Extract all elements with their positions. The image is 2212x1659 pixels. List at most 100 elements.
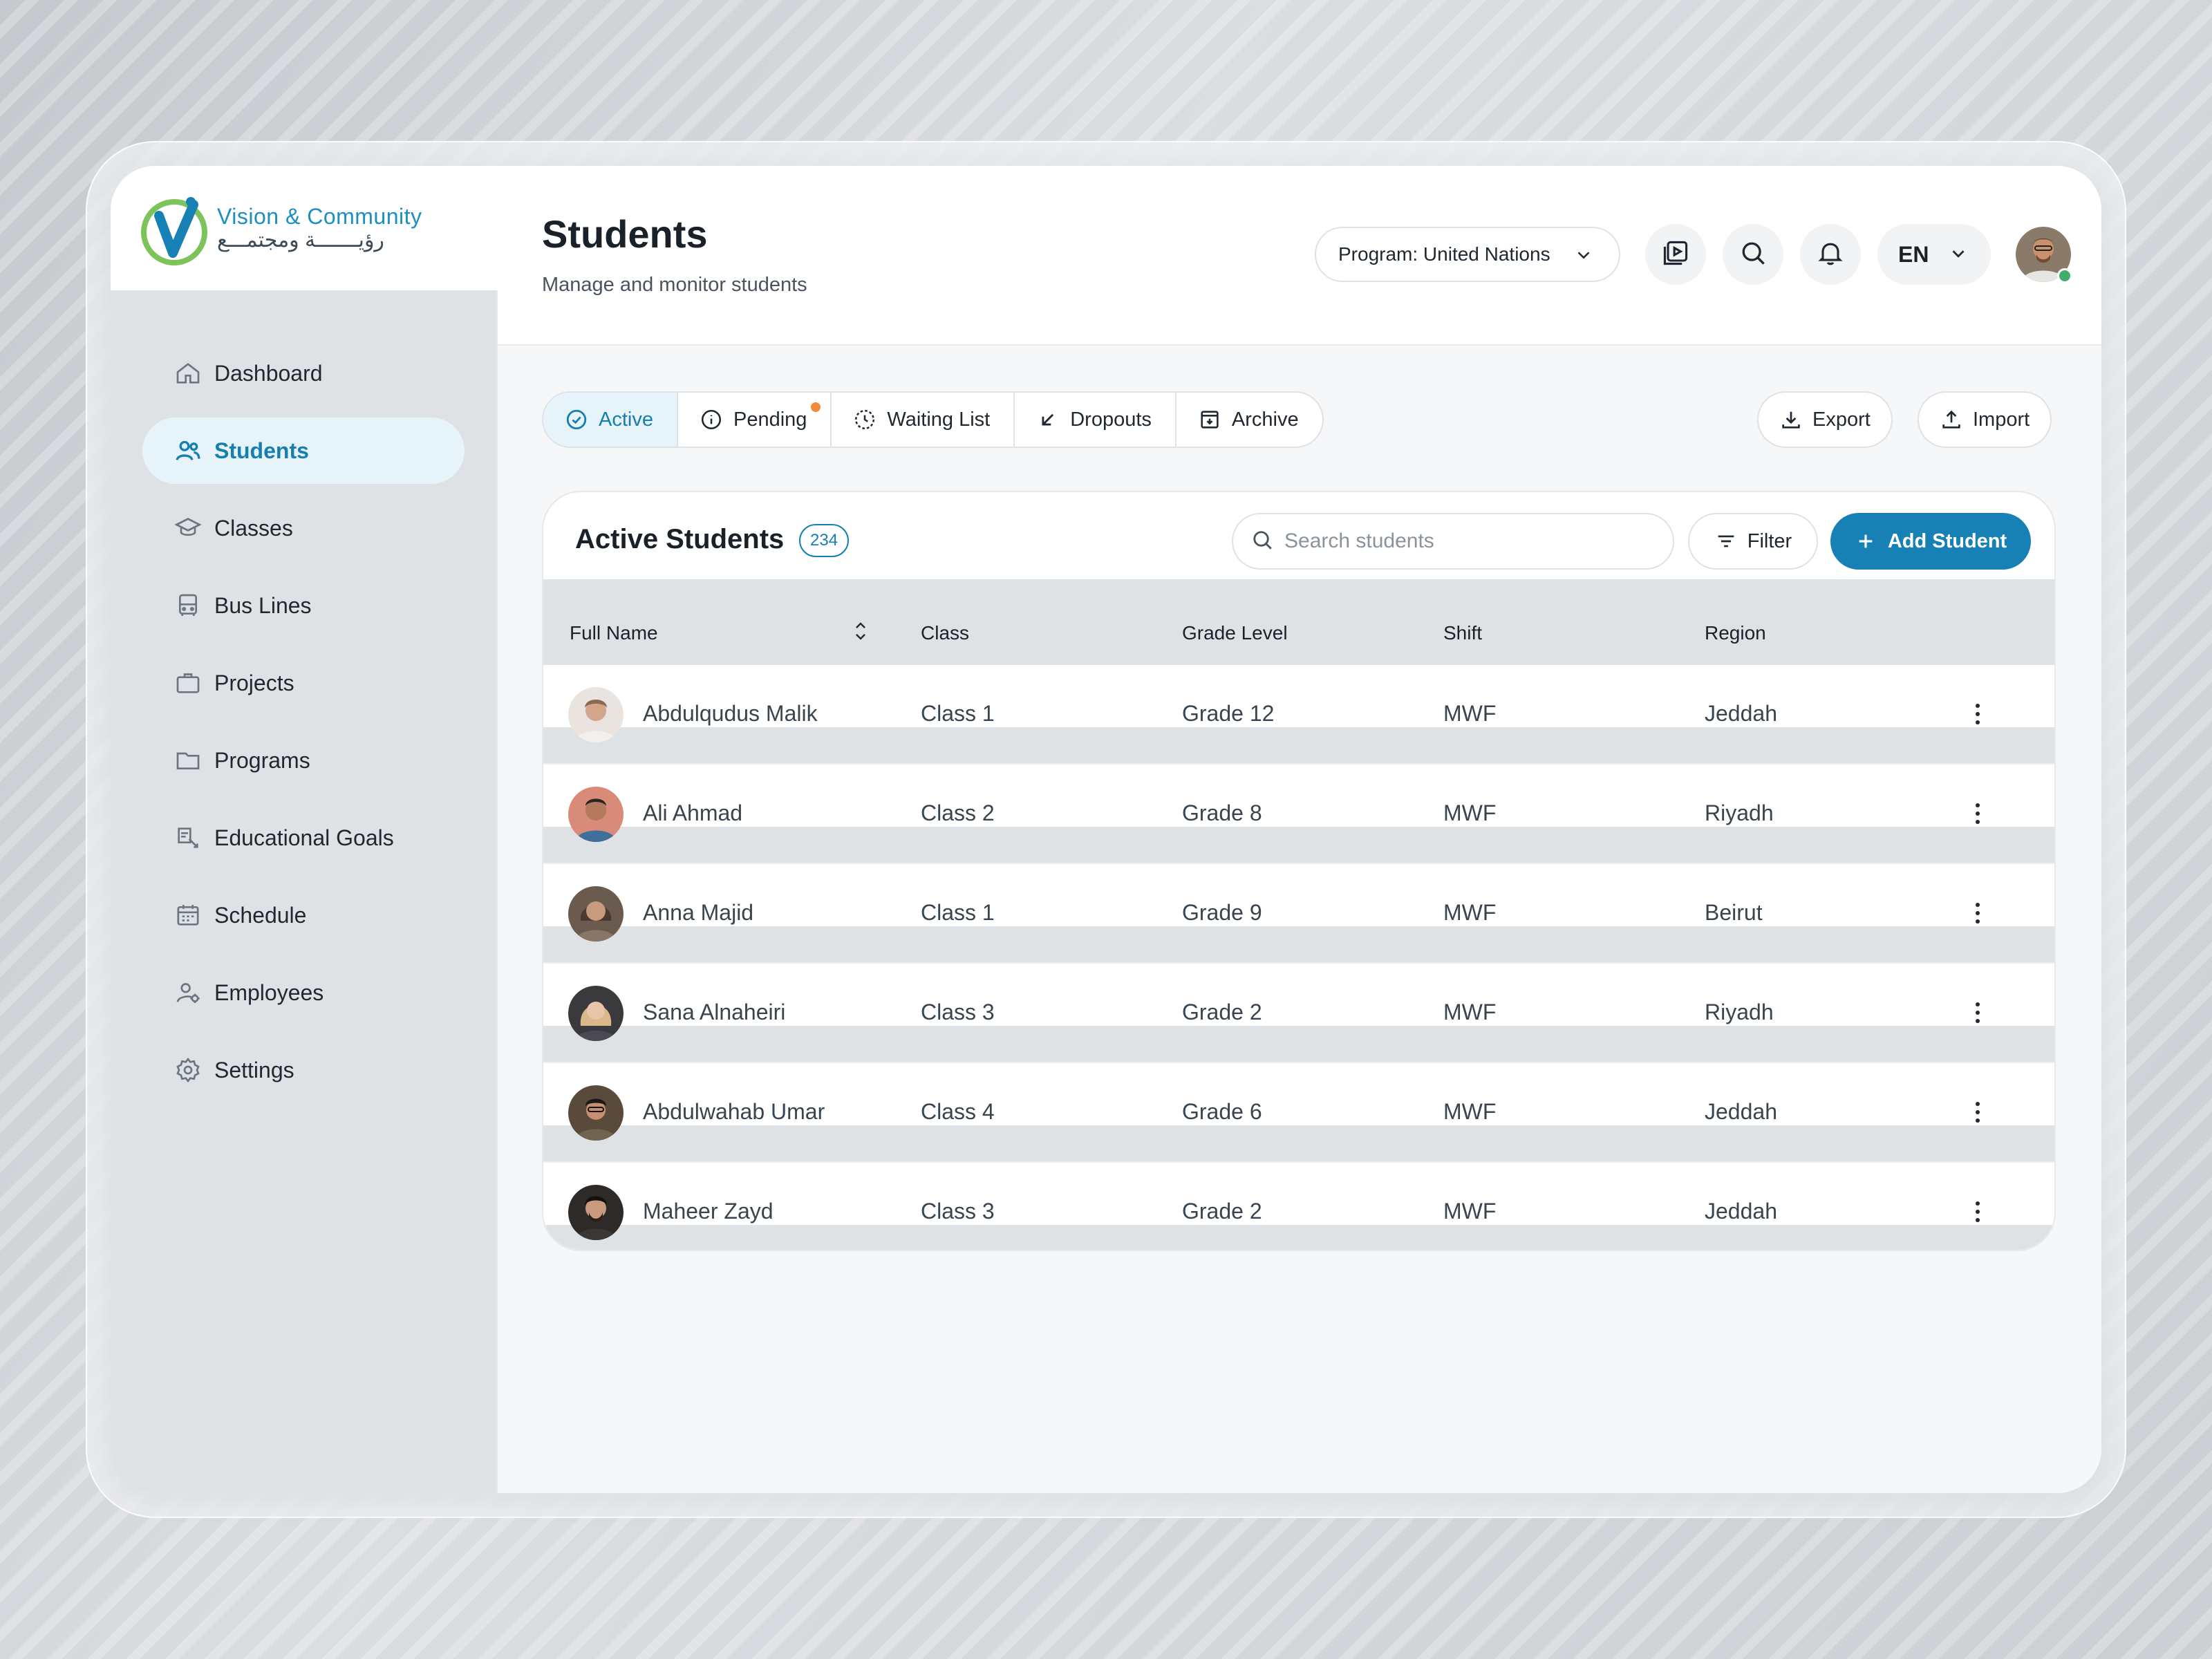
student-region: Jeddah [1705,1099,1777,1124]
sidebar-item-schedule[interactable]: Schedule [142,882,465,948]
tab-pending[interactable]: Pending [678,393,832,447]
users-icon [173,435,203,466]
student-name[interactable]: Abdulwahab Umar [643,1099,825,1124]
logo-text-en: Vision & Community [217,204,422,229]
column-header-full-name[interactable]: Full Name [570,622,658,644]
sidebar-item-classes[interactable]: Classes [142,495,465,561]
video-library-button[interactable] [1645,224,1706,285]
student-grade: Grade 9 [1182,900,1262,925]
notification-dot [811,402,821,412]
export-button[interactable]: Export [1757,391,1893,448]
tab-waiting-list[interactable]: Waiting List [832,393,1015,447]
briefcase-icon [173,668,203,698]
column-header-class[interactable]: Class [921,622,970,644]
home-icon [173,358,203,388]
logo[interactable]: Vision & Community رؤيـــــــة ومجتمـــع [111,166,498,290]
student-grade: Grade 8 [1182,800,1262,825]
sidebar-item-label: Settings [214,1057,294,1082]
program-select-value: Program: United Nations [1338,243,1550,265]
sidebar-item-label: Dashboard [214,360,323,386]
info-icon [699,407,724,432]
bus-icon [173,590,203,621]
program-select[interactable]: Program: United Nations [1315,227,1620,282]
student-name[interactable]: Ali Ahmad [643,800,743,825]
tab-dropouts[interactable]: Dropouts [1015,393,1177,447]
sidebar-item-students[interactable]: Students [142,418,465,484]
top-bar: Students Manage and monitor students Pro… [498,166,2101,346]
add-student-button[interactable]: Add Student [1830,513,2031,570]
download-icon [1779,408,1803,431]
table-row[interactable]: Anna Majid Class 1 Grade 9 MWF Beirut [543,864,2054,964]
import-label: Import [1973,408,2030,431]
sidebar-item-bus-lines[interactable]: Bus Lines [142,572,465,639]
sidebar-item-programs[interactable]: Programs [142,727,465,794]
logo-mark-icon [141,189,213,267]
logo-text-ar: رؤيـــــــة ومجتمـــع [217,229,384,252]
sidebar-item-label: Projects [214,670,294,695]
sidebar-item-settings[interactable]: Settings [142,1037,465,1103]
import-button[interactable]: Import [1918,391,2052,448]
student-name[interactable]: Sana Alnaheiri [643,1000,786,1024]
table-row[interactable]: Abdulqudus Malik Class 1 Grade 12 MWF Je… [543,665,2054,765]
student-region: Riyadh [1705,1000,1774,1024]
sidebar-item-educational-goals[interactable]: Educational Goals [142,805,465,871]
table-row[interactable]: Ali Ahmad Class 2 Grade 8 MWF Riyadh [543,765,2054,864]
row-menu-icon[interactable] [1970,800,1985,827]
tab-active[interactable]: Active [543,393,678,447]
sidebar-item-label: Programs [214,747,310,773]
add-student-label: Add Student [1887,529,2007,552]
search-button[interactable] [1723,224,1783,285]
student-class: Class 1 [921,900,995,925]
filter-button[interactable]: Filter [1688,513,1818,570]
tab-archive[interactable]: Archive [1177,393,1322,447]
student-name[interactable]: Maheer Zayd [643,1199,774,1224]
student-name[interactable]: Anna Majid [643,900,754,925]
language-select[interactable]: EN [1877,224,1991,285]
main-content: Students Manage and monitor students Pro… [498,166,2101,1493]
sort-icon[interactable] [850,619,871,648]
column-header-shift[interactable]: Shift [1443,622,1483,644]
notifications-button[interactable] [1800,224,1861,285]
search-input[interactable] [1284,529,1658,553]
graduation-cap-icon [173,513,203,543]
tab-label: Archive [1231,408,1299,431]
page-title: Students [542,212,708,256]
search-box[interactable] [1232,513,1674,570]
sidebar-item-employees[interactable]: Employees [142,959,465,1026]
student-region: Riyadh [1705,800,1774,825]
student-shift: MWF [1443,800,1497,825]
table-row[interactable]: Sana Alnaheiri Class 3 Grade 2 MWF Riyad… [543,964,2054,1063]
student-grade: Grade 6 [1182,1099,1262,1124]
table-row[interactable]: Maheer Zayd Class 3 Grade 2 MWF Jeddah [543,1163,2054,1250]
row-menu-icon[interactable] [1970,701,1985,727]
student-shift: MWF [1443,1099,1497,1124]
user-avatar[interactable] [2016,227,2072,283]
employee-icon [173,977,203,1008]
table-body: Abdulqudus Malik Class 1 Grade 12 MWF Je… [543,665,2054,1250]
card-title: Active Students [575,524,785,554]
student-class: Class 1 [921,701,995,726]
column-header-grade-level[interactable]: Grade Level [1182,622,1288,644]
row-menu-icon[interactable] [1970,1099,1985,1125]
check-circle-icon [564,407,589,432]
sidebar-item-dashboard[interactable]: Dashboard [142,340,465,406]
chevron-down-icon [1573,245,1594,270]
upload-icon [1940,408,1963,431]
sidebar: Vision & Community رؤيـــــــة ومجتمـــع… [111,166,498,1493]
table-row[interactable]: Abdulwahab Umar Class 4 Grade 6 MWF Jedd… [543,1063,2054,1163]
filter-icon [1714,529,1738,553]
row-menu-icon[interactable] [1970,900,1985,926]
sidebar-item-projects[interactable]: Projects [142,650,465,716]
app-window: Vision & Community رؤيـــــــة ومجتمـــع… [111,166,2101,1493]
bell-icon [1815,238,1846,272]
avatar [568,1185,624,1240]
student-region: Beirut [1705,900,1763,925]
student-name[interactable]: Abdulqudus Malik [643,701,818,726]
tab-label: Dropouts [1070,408,1152,431]
row-menu-icon[interactable] [1970,1199,1985,1225]
student-class: Class 3 [921,1199,995,1224]
column-header-region[interactable]: Region [1705,622,1766,644]
archive-icon [1197,407,1222,432]
export-label: Export [1812,408,1871,431]
row-menu-icon[interactable] [1970,1000,1985,1026]
